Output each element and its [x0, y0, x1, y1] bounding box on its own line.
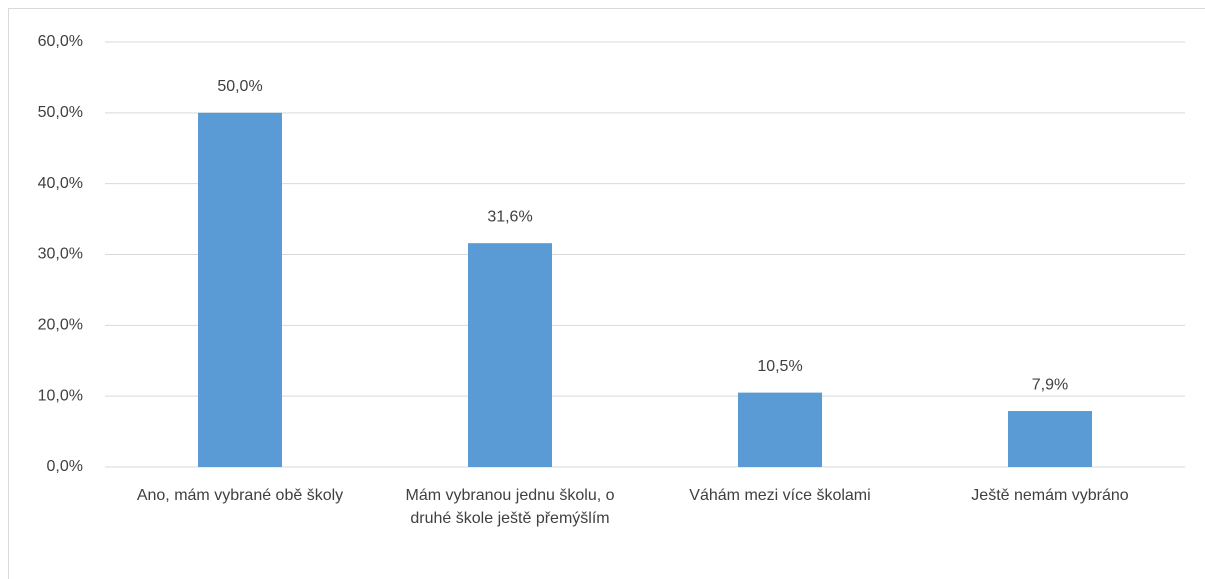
bar [198, 112, 282, 467]
y-tick-label: 20,0% [38, 317, 83, 334]
bar [1008, 411, 1092, 467]
bar [468, 243, 552, 467]
data-label: 31,6% [487, 208, 532, 225]
y-tick-label: 30,0% [38, 246, 83, 263]
x-tick-label: Váhám mezi více školami [689, 487, 871, 504]
chart-border [8, 8, 1205, 579]
x-tick-label: Mám vybranou jednu školu, o druhé škole … [405, 487, 615, 527]
y-tick-label: 0,0% [47, 458, 83, 475]
y-tick-label: 60,0% [38, 33, 83, 50]
x-tick-label: Ještě nemám vybráno [971, 487, 1129, 504]
bar [738, 392, 822, 467]
data-label: 10,5% [757, 358, 802, 375]
data-label: 7,9% [1032, 376, 1068, 393]
y-tick-label: 10,0% [38, 387, 83, 404]
data-label: 50,0% [217, 78, 262, 95]
y-tick-label: 40,0% [38, 175, 83, 192]
y-tick-label: 50,0% [38, 104, 83, 121]
x-tick-label: Ano, mám vybrané obě školy [136, 487, 344, 504]
